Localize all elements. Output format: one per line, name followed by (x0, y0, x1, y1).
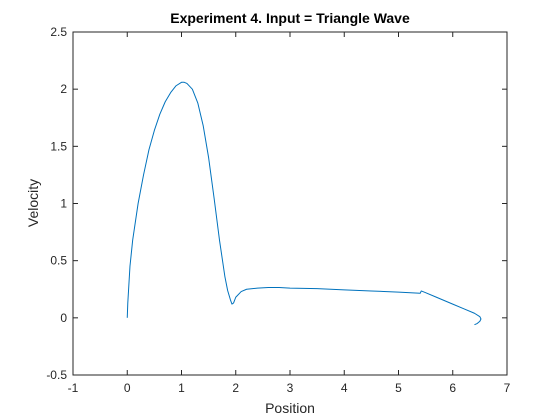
y-axis-tick-labels: -0.5 0 0.5 1 1.5 2 2.5 (46, 25, 67, 382)
y-tick-label: 2.5 (50, 25, 67, 39)
x-tick-label: 5 (395, 381, 402, 395)
x-tick-label: 0 (124, 381, 131, 395)
y-axis-label: Velocity (25, 179, 41, 227)
x-axis-tick-labels: -1 0 1 2 3 4 5 6 7 (68, 381, 511, 395)
series-group (126, 81, 482, 326)
y-tick-label: 2 (60, 82, 67, 96)
y-tick-label: 0 (60, 311, 67, 325)
plot-area (73, 32, 507, 375)
y-tick-label: 1 (60, 197, 67, 211)
x-axis-label: Position (265, 400, 315, 416)
y-tick-label: 0.5 (50, 254, 67, 268)
x-tick-label: 6 (449, 381, 456, 395)
series-line-1 (126, 81, 482, 326)
y-tick-label: -0.5 (46, 368, 67, 382)
x-tick-label: 4 (341, 381, 348, 395)
y-tick-label: 1.5 (50, 139, 67, 153)
x-tick-label: 2 (232, 381, 239, 395)
x-tick-label: 1 (178, 381, 185, 395)
x-tick-label: 3 (287, 381, 294, 395)
axes-box (72, 31, 508, 376)
x-tick-label: -1 (68, 381, 79, 395)
x-tick-label: 7 (504, 381, 511, 395)
chart-title: Experiment 4. Input = Triangle Wave (170, 10, 410, 26)
